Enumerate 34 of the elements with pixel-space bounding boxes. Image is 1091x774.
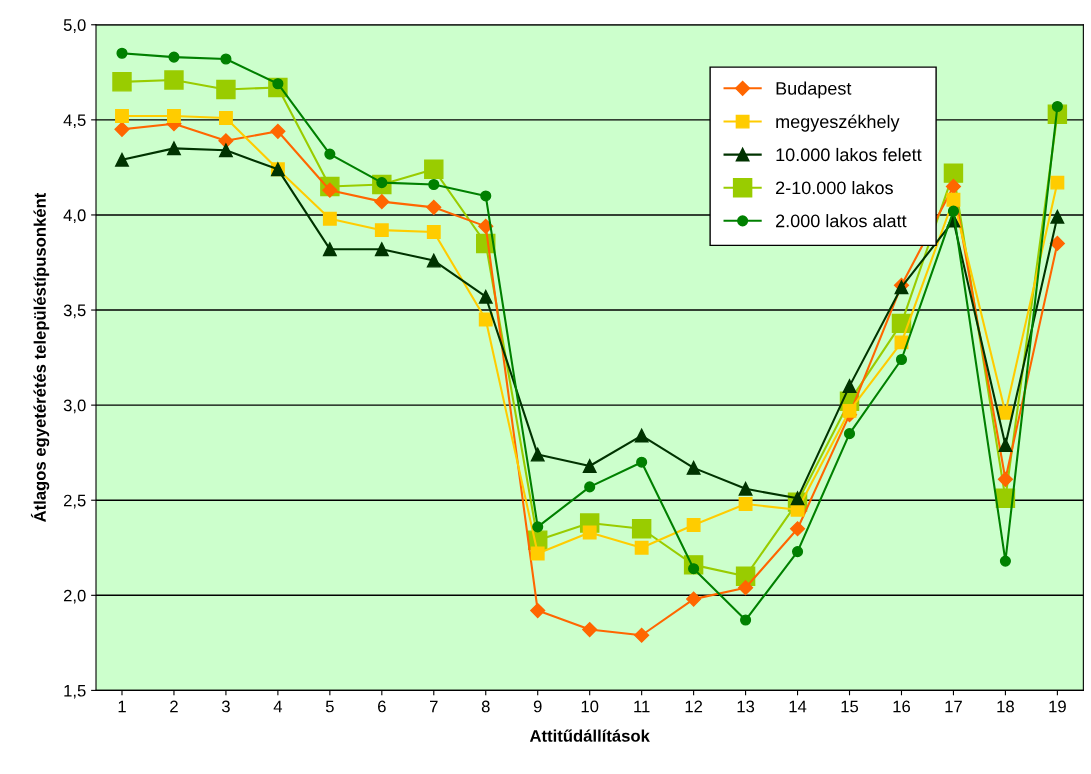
x-tick-label: 12 (685, 700, 703, 713)
y-tick-label: 3,5 (63, 304, 86, 319)
x-tick-label: 3 (221, 700, 230, 713)
legend-label: 2-10.000 lakos (776, 180, 893, 195)
x-tick-label: 14 (789, 700, 807, 713)
x-tick-label: 17 (945, 700, 962, 713)
x-tick-label: 4 (273, 700, 283, 713)
y-tick-label: 5,0 (63, 19, 86, 33)
x-tick-label: 6 (378, 700, 386, 713)
y-tick-label: 2,0 (63, 589, 86, 604)
x-tick-label: 11 (634, 700, 650, 713)
x-tick-label: 16 (893, 700, 911, 713)
x-tick-label: 18 (997, 700, 1014, 713)
x-axis-title: Attitűdállítások (529, 729, 650, 742)
y-tick-label: 4,0 (63, 209, 86, 224)
x-tick-label: 2 (170, 700, 178, 713)
x-tick-label: 1 (118, 700, 126, 713)
y-tick-label: 3,0 (63, 399, 86, 414)
y-tick-label: 1,5 (64, 684, 86, 699)
legend-label: Budapest (776, 81, 852, 99)
x-tick-label: 15 (841, 700, 859, 713)
x-tick-label: 9 (533, 700, 542, 713)
x-tick-label: 10 (581, 700, 599, 713)
y-axis-title: Átlagos egyetérétés településtípusonként (30, 192, 50, 523)
x-tick-label: 13 (737, 700, 755, 713)
x-tick-label: 19 (1049, 700, 1066, 713)
y-tick-label: 2,5 (63, 494, 86, 509)
legend-label: 2.000 lakos alatt (776, 214, 907, 228)
x-tick-label: 8 (481, 700, 490, 713)
legend-label: 10.000 lakos felett (776, 147, 922, 162)
legend-label: megyeszékhely (776, 114, 900, 132)
x-tick-label: 7 (430, 700, 438, 713)
x-tick-label: 5 (325, 700, 334, 713)
y-tick-label: 4,5 (63, 114, 86, 129)
